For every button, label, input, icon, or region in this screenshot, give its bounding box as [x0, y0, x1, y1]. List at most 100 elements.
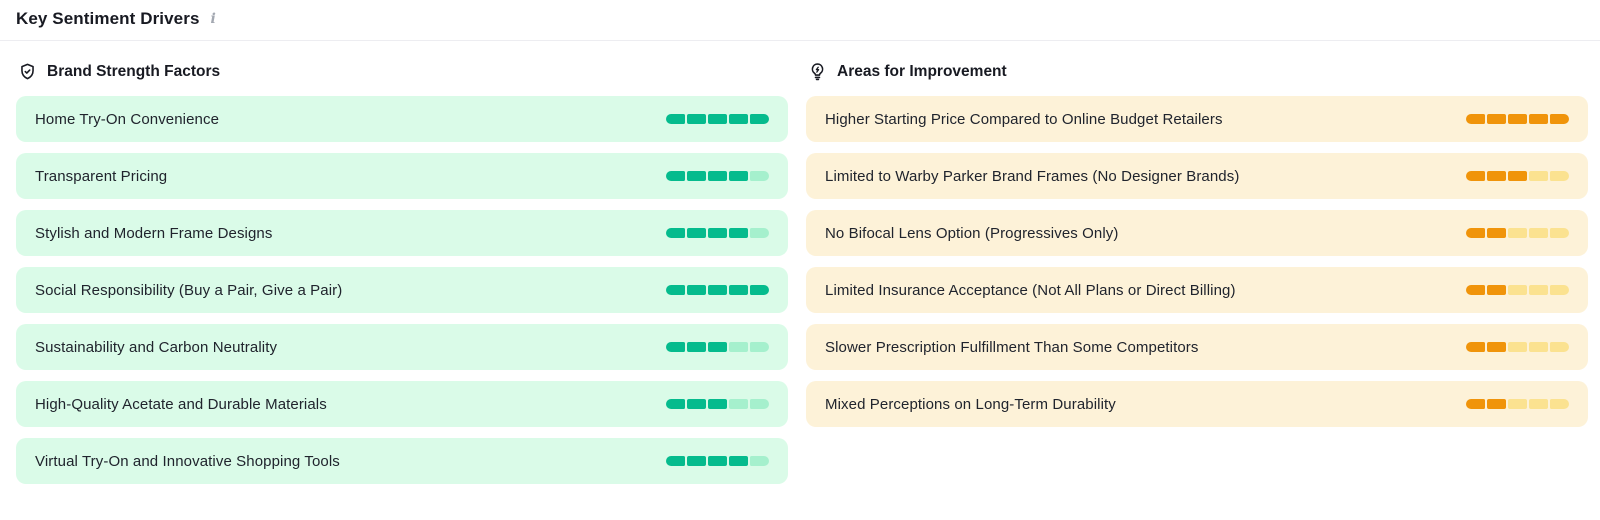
score-segment [1529, 399, 1548, 409]
strength-item-label: Transparent Pricing [35, 167, 168, 185]
score-segment [1466, 399, 1485, 409]
score-segment [666, 399, 685, 409]
score-segment [666, 114, 685, 124]
strength-item: Sustainability and Carbon Neutrality [16, 324, 788, 370]
score-bar [666, 456, 769, 466]
strength-item: Transparent Pricing [16, 153, 788, 199]
score-segment [666, 342, 685, 352]
score-bar [666, 285, 769, 295]
score-bar [1466, 114, 1569, 124]
score-segment [708, 285, 727, 295]
score-segment [750, 228, 769, 238]
strengths-column: Brand Strength Factors Home Try-On Conve… [16, 62, 788, 484]
strength-item: Stylish and Modern Frame Designs [16, 210, 788, 256]
improvements-list: Higher Starting Price Compared to Online… [806, 96, 1588, 427]
score-segment [1466, 342, 1485, 352]
shield-check-icon [18, 62, 37, 81]
improvement-item: No Bifocal Lens Option (Progressives Onl… [806, 210, 1588, 256]
score-segment [1550, 228, 1569, 238]
score-segment [750, 456, 769, 466]
score-segment [1487, 114, 1506, 124]
strengths-title: Brand Strength Factors [47, 62, 221, 80]
improvements-column: Areas for Improvement Higher Starting Pr… [806, 62, 1588, 484]
score-segment [1550, 285, 1569, 295]
strengths-list: Home Try-On Convenience Transparent Prici… [16, 96, 788, 484]
score-segment [666, 171, 685, 181]
improvement-item: Slower Prescription Fulfillment Than Som… [806, 324, 1588, 370]
score-bar [1466, 228, 1569, 238]
strength-item-label: Home Try-On Convenience [35, 110, 220, 128]
improvements-title: Areas for Improvement [837, 62, 1007, 80]
score-segment [729, 285, 748, 295]
score-segment [1529, 114, 1548, 124]
score-segment [708, 456, 727, 466]
score-segment [666, 228, 685, 238]
strength-item: Home Try-On Convenience [16, 96, 788, 142]
score-segment [708, 114, 727, 124]
score-segment [1466, 114, 1485, 124]
info-icon[interactable]: i [210, 11, 216, 27]
score-segment [750, 171, 769, 181]
score-segment [666, 285, 685, 295]
improvement-item-label: Mixed Perceptions on Long-Term Durabilit… [825, 395, 1116, 413]
score-segment [1466, 285, 1485, 295]
improvement-item: Higher Starting Price Compared to Online… [806, 96, 1588, 142]
score-segment [687, 171, 706, 181]
score-segment [1487, 285, 1506, 295]
panel-title: Key Sentiment Drivers [16, 9, 200, 28]
score-segment [750, 114, 769, 124]
score-segment [687, 399, 706, 409]
score-segment [687, 456, 706, 466]
score-bar [1466, 342, 1569, 352]
score-segment [1550, 114, 1569, 124]
score-segment [729, 399, 748, 409]
strength-item-label: High-Quality Acetate and Durable Materia… [35, 395, 327, 413]
improvements-header: Areas for Improvement [808, 62, 1588, 81]
strength-item-label: Sustainability and Carbon Neutrality [35, 338, 278, 356]
score-segment [1466, 228, 1485, 238]
score-segment [1529, 171, 1548, 181]
score-segment [729, 114, 748, 124]
strength-item-label: Virtual Try-On and Innovative Shopping T… [35, 452, 340, 470]
score-segment [708, 228, 727, 238]
score-segment [1508, 114, 1527, 124]
strength-item: High-Quality Acetate and Durable Materia… [16, 381, 788, 427]
score-segment [750, 399, 769, 409]
strength-item: Virtual Try-On and Innovative Shopping T… [16, 438, 788, 484]
score-segment [687, 228, 706, 238]
score-segment [1487, 228, 1506, 238]
score-segment [666, 456, 685, 466]
score-bar [666, 228, 769, 238]
score-bar [666, 399, 769, 409]
score-segment [1487, 171, 1506, 181]
score-segment [1508, 228, 1527, 238]
score-segment [1550, 171, 1569, 181]
improvement-item: Mixed Perceptions on Long-Term Durabilit… [806, 381, 1588, 427]
score-segment [750, 342, 769, 352]
score-segment [1487, 342, 1506, 352]
panel-header: Key Sentiment Drivers i [0, 0, 1600, 41]
improvement-item-label: No Bifocal Lens Option (Progressives Onl… [825, 224, 1119, 242]
score-segment [750, 285, 769, 295]
score-bar [1466, 399, 1569, 409]
score-segment [687, 114, 706, 124]
score-segment [1529, 285, 1548, 295]
score-segment [1529, 228, 1548, 238]
improvement-item: Limited Insurance Acceptance (Not All Pl… [806, 267, 1588, 313]
score-segment [729, 456, 748, 466]
score-segment [708, 399, 727, 409]
score-segment [1466, 171, 1485, 181]
strength-item: Social Responsibility (Buy a Pair, Give … [16, 267, 788, 313]
score-bar [666, 114, 769, 124]
improvement-item-label: Limited Insurance Acceptance (Not All Pl… [825, 281, 1236, 299]
score-bar [1466, 285, 1569, 295]
strengths-header: Brand Strength Factors [18, 62, 788, 81]
lightbulb-bolt-icon [808, 62, 827, 81]
score-segment [729, 228, 748, 238]
score-bar [666, 171, 769, 181]
score-segment [687, 285, 706, 295]
score-segment [708, 171, 727, 181]
score-segment [1529, 342, 1548, 352]
score-bar [666, 342, 769, 352]
